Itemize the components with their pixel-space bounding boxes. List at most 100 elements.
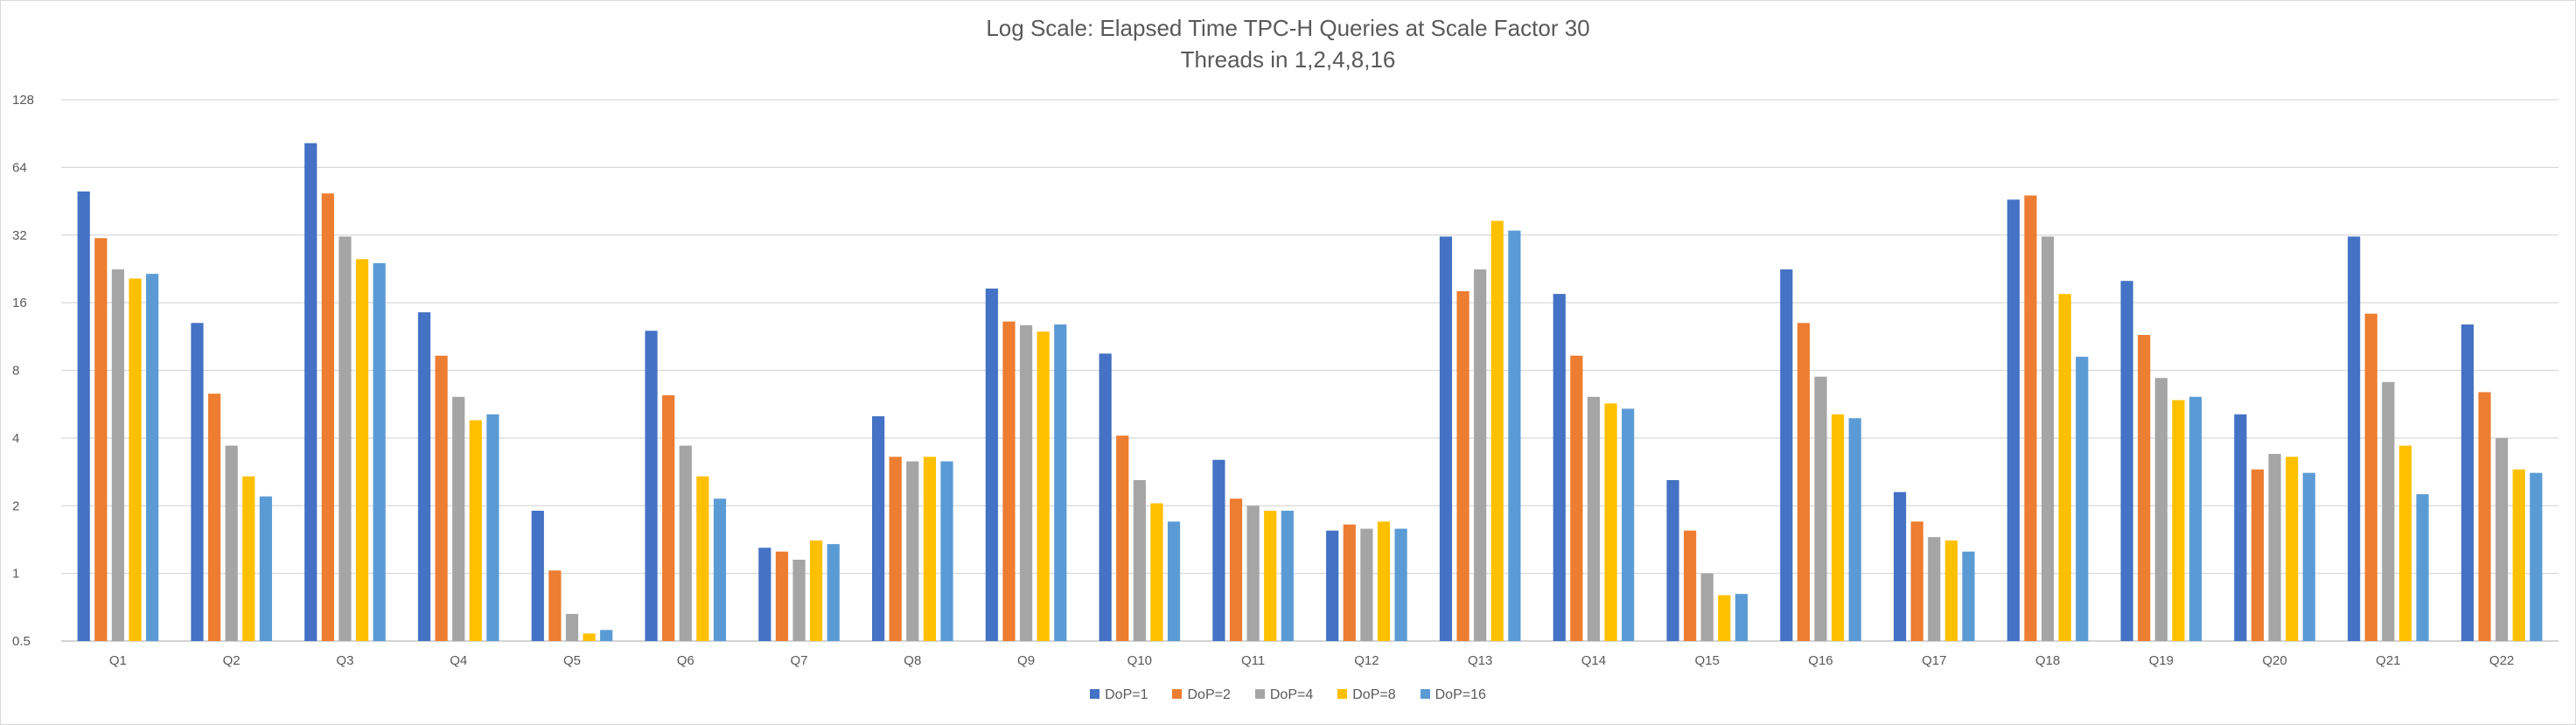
bar-q9-dop8 <box>1037 331 1050 641</box>
bar-q9-dop4 <box>1019 324 1033 641</box>
bar-q12-dop1 <box>1326 530 1339 641</box>
y-tick-label: 0.5 <box>12 634 31 649</box>
bar-q10-dop1 <box>1099 353 1112 641</box>
bar-q14-dop1 <box>1553 294 1566 641</box>
bar-q14-dop8 <box>1604 403 1617 641</box>
y-tick-label: 128 <box>12 93 34 108</box>
bar-q1-dop16 <box>145 274 159 641</box>
bar-q19-dop4 <box>2154 378 2168 641</box>
bar-q17-dop4 <box>1928 537 1941 641</box>
bar-q5-dop8 <box>583 633 596 641</box>
bar-q2-dop16 <box>259 496 272 641</box>
bar-q21-dop4 <box>2382 381 2395 641</box>
bar-q14-dop4 <box>1587 396 1601 641</box>
bar-q2-dop8 <box>242 476 255 641</box>
bar-q4-dop16 <box>486 414 499 641</box>
bar-q8-dop4 <box>906 461 919 641</box>
y-tick-label: 16 <box>12 296 27 310</box>
chart-title-block: Log Scale: Elapsed Time TPC-H Queries at… <box>0 12 2576 75</box>
x-tick-label: Q18 <box>2035 653 2060 668</box>
bar-q17-dop1 <box>1893 491 1907 641</box>
bar-q2-dop2 <box>207 394 221 641</box>
bar-q15-dop1 <box>1666 479 1679 641</box>
bar-q13-dop1 <box>1439 236 1453 641</box>
bar-q18-dop4 <box>2041 236 2055 641</box>
bar-q1-dop4 <box>111 269 124 641</box>
legend: DoP=1 DoP=2 DoP=4 DoP=8 DoP=16 <box>0 687 2576 703</box>
bar-q3-dop8 <box>355 259 369 641</box>
x-tick-label: Q8 <box>904 653 921 668</box>
bar-q17-dop16 <box>1962 551 1975 641</box>
x-tick-label: Q5 <box>563 653 581 668</box>
y-axis-ticks: 0.5 1 2 4 8 16 32 64 128 <box>12 93 34 649</box>
bar-q12-dop4 <box>1360 528 1373 641</box>
bar-q13-dop16 <box>1508 230 1521 641</box>
bar-q10-dop4 <box>1133 479 1146 641</box>
bar-q7-dop1 <box>758 547 771 641</box>
bar-q2-dop1 <box>191 323 204 641</box>
bar-q8-dop8 <box>923 457 936 641</box>
bar-q5-dop16 <box>600 630 613 641</box>
x-tick-label: Q7 <box>791 653 808 668</box>
legend-label: DoP=2 <box>1187 687 1231 702</box>
y-tick-label: 1 <box>12 567 19 582</box>
bar-q18-dop1 <box>2007 199 2020 642</box>
bar-q1-dop1 <box>77 191 90 641</box>
bar-q16-dop1 <box>1780 269 1793 641</box>
bar-q5-dop1 <box>531 510 544 641</box>
bar-q22-dop8 <box>2512 469 2525 641</box>
x-tick-label: Q15 <box>1695 653 1720 668</box>
bar-q21-dop2 <box>2364 313 2377 641</box>
bar-q22-dop1 <box>2461 324 2475 641</box>
bar-q14-dop16 <box>1622 408 1635 641</box>
bar-q10-dop16 <box>1167 521 1181 641</box>
x-tick-label: Q4 <box>450 653 467 668</box>
x-tick-label: Q16 <box>1808 653 1833 668</box>
x-tick-label: Q9 <box>1017 653 1035 668</box>
bar-q1-dop2 <box>94 238 108 641</box>
bar-q18-dop8 <box>2058 294 2071 641</box>
bar-q11-dop1 <box>1212 459 1225 641</box>
bar-q4-dop1 <box>417 312 431 641</box>
bar-q1-dop8 <box>129 278 142 641</box>
bar-q20-dop1 <box>2234 414 2247 641</box>
bar-q20-dop16 <box>2302 472 2315 641</box>
bar-q9-dop16 <box>1054 324 1067 641</box>
bar-q4-dop4 <box>452 396 465 641</box>
bar-q18-dop2 <box>2024 195 2037 641</box>
bar-q3-dop1 <box>304 143 318 641</box>
legend-swatch <box>1420 689 1430 700</box>
bar-q15-dop4 <box>1700 573 1714 641</box>
x-tick-label: Q14 <box>1581 653 1606 668</box>
bar-q22-dop2 <box>2478 392 2491 641</box>
y-tick-label: 64 <box>12 160 27 175</box>
bar-q15-dop8 <box>1718 595 1731 641</box>
bar-q3-dop2 <box>321 193 334 641</box>
bar-q15-dop2 <box>1684 530 1697 641</box>
legend-item: DoP=2 <box>1172 687 1231 703</box>
bar-q19-dop8 <box>2172 400 2185 641</box>
bar-q3-dop4 <box>339 236 352 641</box>
bar-q3-dop16 <box>373 262 386 641</box>
bar-q4-dop8 <box>469 420 482 641</box>
legend-item: DoP=8 <box>1337 687 1396 703</box>
legend-label: DoP=8 <box>1352 687 1396 702</box>
y-tick-label: 8 <box>12 364 19 379</box>
bar-q13-dop4 <box>1474 269 1487 641</box>
legend-swatch <box>1254 689 1265 700</box>
bar-q16-dop4 <box>1814 376 1827 641</box>
bar-q15-dop16 <box>1735 594 1749 641</box>
bar-q9-dop1 <box>985 288 998 641</box>
bar-q7-dop8 <box>810 540 823 641</box>
bar-q12-dop2 <box>1343 524 1356 641</box>
bar-q8-dop16 <box>940 461 953 641</box>
bar-q8-dop1 <box>871 415 885 641</box>
bar-q21-dop16 <box>2416 494 2429 641</box>
x-tick-label: Q1 <box>109 653 127 668</box>
x-tick-label: Q3 <box>336 653 353 668</box>
legend-label: DoP=1 <box>1105 687 1148 702</box>
x-tick-label: Q21 <box>2376 653 2400 668</box>
x-axis-ticks: Q1 Q2 Q3 Q4 Q5 Q6 Q7 Q8 Q9 Q10 Q11 Q12 Q13 Q14 Q15 Q16 Q… <box>109 653 2514 668</box>
legend-swatch <box>1090 689 1100 700</box>
